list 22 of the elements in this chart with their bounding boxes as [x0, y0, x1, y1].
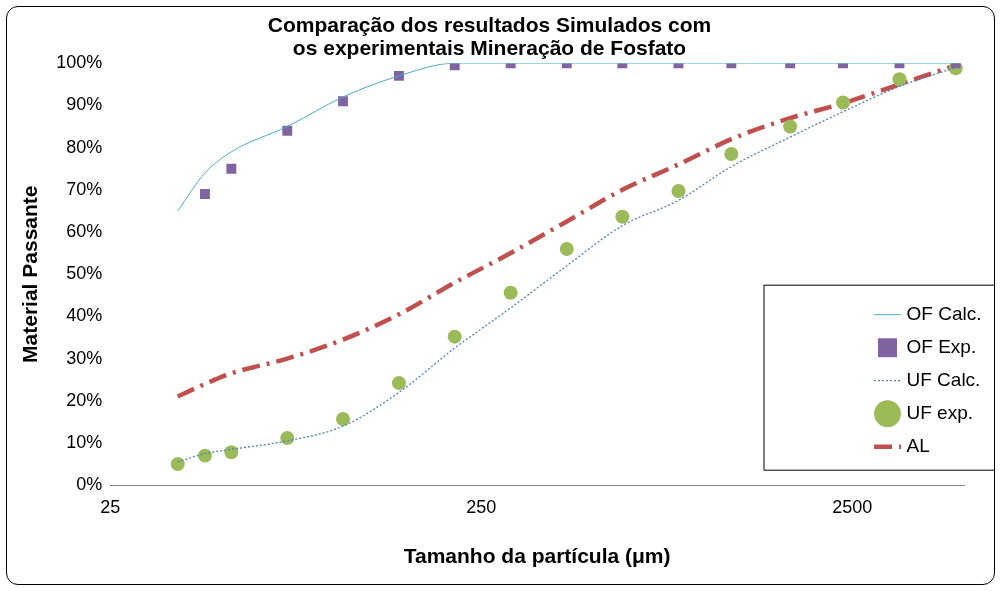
chart-title: Comparação dos resultados Simulados com os experimentais Mineração de Fosfato [267, 13, 712, 60]
legend-label: AL [906, 434, 930, 456]
y-tick-label: 50% [66, 263, 103, 284]
x-tick-label: 250 [466, 496, 497, 517]
x-tick-label: 2500 [832, 496, 873, 517]
y-tick-label: 60% [66, 220, 103, 241]
y-tick-label: 90% [66, 94, 103, 115]
y-tick-label: 10% [66, 431, 103, 452]
legend-label: UF exp. [906, 401, 974, 423]
x-axis-title: Tamanho da partícula (μm) [403, 544, 671, 568]
y-tick-label: 70% [66, 178, 103, 199]
y-tick-label: 20% [66, 389, 103, 410]
y-tick-label: 30% [66, 347, 103, 368]
y-tick-label: 100% [56, 52, 103, 73]
y-tick-label: 40% [66, 305, 103, 326]
legend-label: OF Exp. [906, 335, 977, 357]
y-tick-label: 80% [66, 136, 103, 157]
y-tick-label: 0% [76, 474, 103, 495]
legend-label: OF Calc. [906, 302, 982, 324]
x-tick-label: 25 [100, 496, 121, 517]
y-axis-title: Material Passante [18, 185, 42, 363]
legend-label: UF Calc. [906, 368, 981, 390]
